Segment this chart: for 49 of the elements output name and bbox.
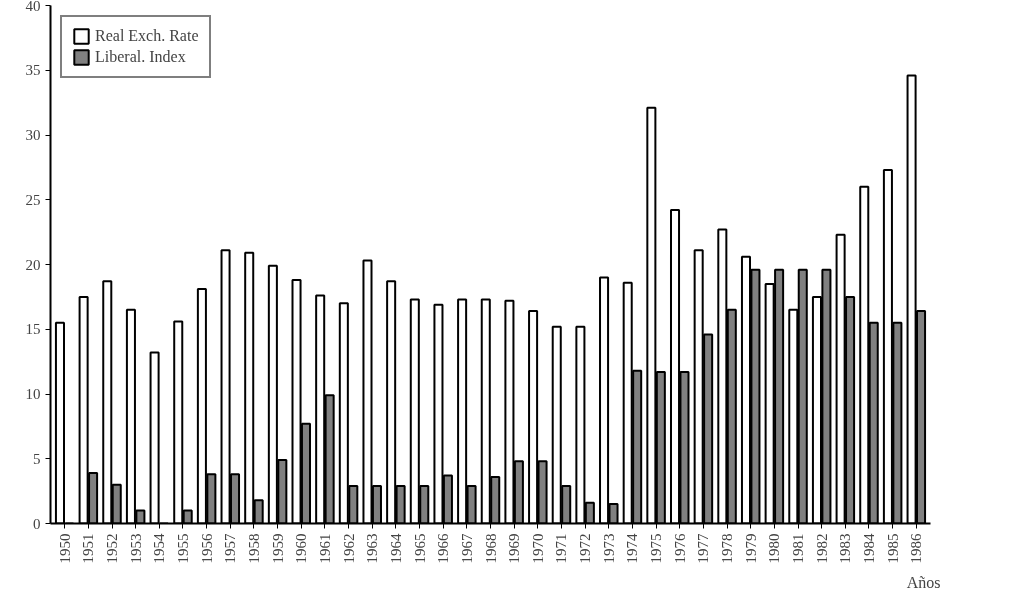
x-tick-label: 1962: [340, 533, 357, 564]
x-tick-label: 1961: [316, 533, 333, 564]
x-tick-label: 1972: [577, 533, 594, 564]
y-tick-label: 35: [25, 62, 41, 79]
x-tick-label: 1951: [80, 533, 97, 564]
x-tick-label: 1985: [884, 533, 901, 564]
x-tick-label: 1978: [719, 533, 736, 564]
x-tick-label: 1956: [198, 533, 215, 564]
x-tick-label: 1975: [648, 533, 665, 564]
legend-label: Real Exch. Rate: [95, 27, 199, 45]
x-tick-label: 1954: [151, 533, 168, 564]
y-tick-label: 20: [25, 256, 41, 273]
x-tick-label: 1981: [790, 533, 807, 564]
x-tick-label: 1986: [908, 533, 925, 564]
x-tick-label: 1960: [293, 533, 310, 564]
y-tick-label: 10: [25, 386, 41, 402]
x-tick-label: 1958: [245, 533, 262, 564]
x-tick-label: 1970: [529, 533, 546, 564]
y-tick-label: 30: [25, 127, 41, 143]
x-tick-label: 1953: [127, 533, 144, 564]
x-tick-label: 1963: [364, 533, 381, 564]
x-tick-label: 1974: [624, 533, 641, 564]
x-tick-label: 1979: [742, 533, 759, 564]
x-tick-label: 1959: [269, 533, 286, 564]
x-tick-label: 1971: [553, 533, 570, 564]
x-tick-label: 1976: [671, 533, 688, 564]
x-axis-title: Años: [906, 573, 941, 591]
y-tick-label: 40: [25, 0, 41, 14]
x-tick-label: 1964: [387, 533, 404, 564]
y-tick-label: 0: [33, 515, 41, 532]
legend-label: Liberal. Index: [95, 48, 186, 66]
x-tick-label: 1973: [600, 533, 617, 564]
x-tick-label: 1955: [174, 533, 191, 564]
x-tick-label: 1968: [482, 533, 499, 564]
y-tick-label: 15: [25, 321, 41, 338]
x-tick-label: 1980: [766, 533, 783, 564]
x-tick-label: 1957: [222, 533, 239, 564]
y-tick-label: 25: [25, 191, 41, 208]
x-tick-label: 1966: [435, 533, 452, 564]
x-tick-label: 1965: [411, 533, 428, 564]
x-tick-label: 1952: [104, 533, 121, 564]
x-tick-label: 1969: [506, 533, 523, 564]
x-tick-label: 1967: [458, 533, 475, 564]
x-tick-label: 1982: [813, 533, 830, 564]
y-tick-label: 5: [33, 450, 41, 467]
x-tick-label: 1983: [837, 533, 854, 564]
x-tick-label: 1977: [695, 533, 712, 564]
x-tick-label: 1950: [56, 533, 73, 564]
x-tick-label: 1984: [860, 533, 877, 564]
